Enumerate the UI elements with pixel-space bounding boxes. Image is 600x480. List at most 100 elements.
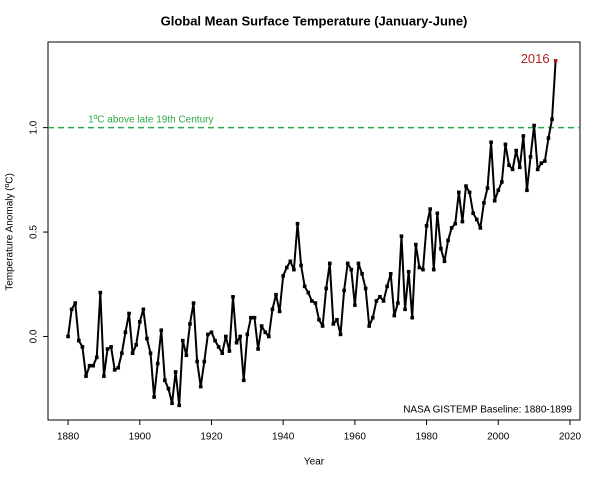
point <box>457 190 461 195</box>
y-tick-label: 0.5 <box>29 225 40 239</box>
note: NASA GISTEMP Baseline: 1880-1899 <box>403 405 572 416</box>
point <box>281 274 285 278</box>
point <box>274 292 278 297</box>
point <box>284 265 289 270</box>
point <box>335 317 339 322</box>
point <box>410 315 415 320</box>
point <box>84 374 88 378</box>
point <box>367 324 372 328</box>
point <box>130 351 135 355</box>
point <box>435 211 440 216</box>
point <box>184 353 189 358</box>
point <box>421 267 425 272</box>
point <box>141 307 146 312</box>
point <box>166 386 171 391</box>
point <box>109 345 113 349</box>
point <box>449 226 454 230</box>
point <box>525 188 529 193</box>
point <box>439 246 443 251</box>
point <box>252 315 257 320</box>
point <box>66 334 70 339</box>
point <box>249 315 253 320</box>
point <box>492 198 497 203</box>
point <box>292 267 296 272</box>
point <box>77 338 81 343</box>
point <box>173 370 178 374</box>
point <box>102 374 106 378</box>
point <box>105 347 110 351</box>
reference-label: 1ºC above late 19th Century <box>88 114 213 125</box>
point <box>213 338 217 343</box>
point <box>356 261 361 266</box>
point <box>73 301 78 305</box>
point <box>485 186 490 190</box>
point <box>295 221 300 226</box>
point <box>299 263 303 268</box>
point <box>363 286 368 291</box>
point <box>521 134 526 138</box>
x-tick-label: 1960 <box>344 432 367 443</box>
plot-frame <box>47 41 581 421</box>
point <box>163 378 167 383</box>
x-tick-label: 1900 <box>129 432 152 443</box>
point <box>514 148 518 153</box>
point <box>532 123 536 128</box>
point <box>539 161 544 165</box>
point <box>267 334 271 339</box>
x-tick-label: 2020 <box>559 432 582 443</box>
point <box>546 136 551 140</box>
point <box>396 301 400 305</box>
point <box>277 309 282 314</box>
point <box>553 58 558 63</box>
point <box>388 272 393 276</box>
point <box>256 347 260 351</box>
point <box>87 363 92 368</box>
point <box>116 365 121 370</box>
point <box>94 355 99 360</box>
x-tick-label: 2000 <box>487 432 510 443</box>
point <box>120 351 124 355</box>
point <box>414 242 418 247</box>
point <box>417 265 422 270</box>
point <box>238 334 242 339</box>
point <box>510 167 515 172</box>
point <box>349 267 354 272</box>
point <box>471 211 475 216</box>
point <box>112 368 117 372</box>
point <box>317 317 321 322</box>
point <box>385 284 389 289</box>
point <box>259 324 264 328</box>
point <box>327 261 332 266</box>
point <box>227 349 232 353</box>
point <box>216 345 221 349</box>
x-tick-label: 1980 <box>415 432 438 443</box>
point <box>324 286 328 291</box>
point <box>177 403 182 408</box>
point <box>148 351 153 355</box>
point <box>428 207 432 211</box>
point <box>202 359 207 364</box>
point <box>550 117 554 122</box>
point <box>224 334 228 339</box>
x-tick-label: 1940 <box>272 432 295 443</box>
point <box>478 226 483 230</box>
point <box>69 307 74 312</box>
point <box>360 272 364 276</box>
point <box>474 217 479 222</box>
point <box>338 332 343 337</box>
point <box>431 267 436 272</box>
point <box>209 330 214 335</box>
point <box>503 142 508 147</box>
point <box>374 299 379 303</box>
point <box>91 363 95 368</box>
point <box>288 259 293 264</box>
point <box>467 190 472 195</box>
y-tick-label: 0.0 <box>29 329 40 343</box>
point <box>381 299 386 303</box>
point <box>180 338 185 343</box>
point <box>446 238 450 243</box>
point <box>188 322 192 326</box>
y-tick-label: 1.0 <box>29 120 40 134</box>
point <box>270 307 275 312</box>
